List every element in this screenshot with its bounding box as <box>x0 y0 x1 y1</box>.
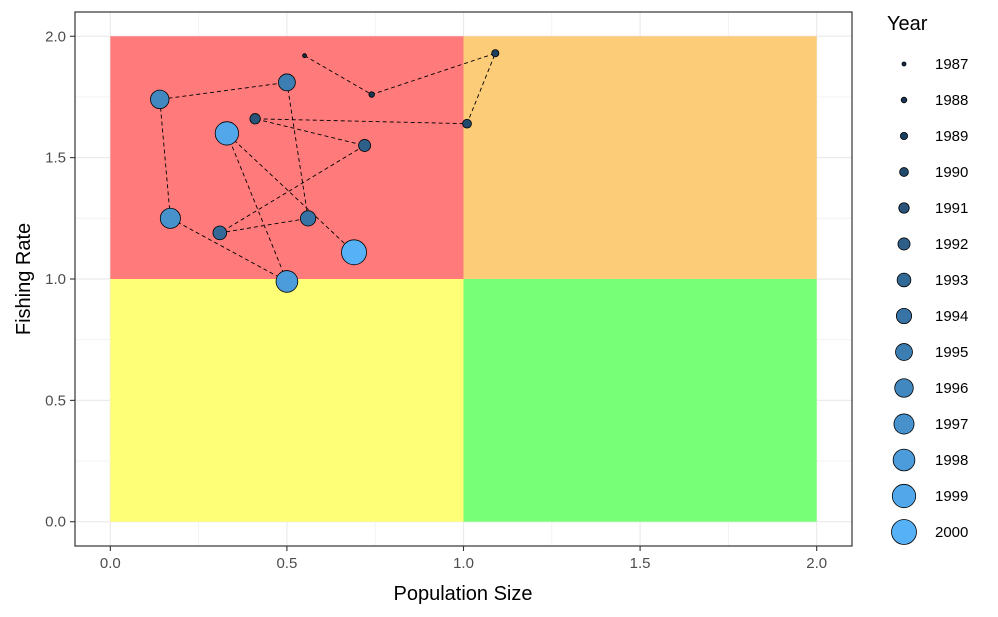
point-1997 <box>159 207 181 229</box>
legend-label-1988: 1988 <box>935 92 968 109</box>
data-points <box>150 49 500 293</box>
legend: 1987 1988 1989 1990 1991 1992 1993 1994 1995 1996… <box>891 56 968 545</box>
legend-key-2000 <box>891 519 917 545</box>
legend-key-1992 <box>897 237 911 251</box>
point-1988 <box>368 91 375 98</box>
legend-key-1993 <box>896 272 912 288</box>
legend-key-1988 <box>900 96 908 104</box>
y-axis-ticks: 0.0 0.5 1.0 1.5 2.0 <box>45 28 75 531</box>
legend-key-1995 <box>895 343 913 361</box>
yellow-zone <box>110 279 464 522</box>
legend-title: Year <box>887 13 928 35</box>
legend-label-1996: 1996 <box>935 380 968 397</box>
orange-zone <box>463 36 817 279</box>
point-1996 <box>150 89 170 110</box>
point-1999 <box>214 121 239 146</box>
y-tick-label-0: 0.0 <box>45 514 66 531</box>
legend-key-1998 <box>892 448 916 472</box>
x-tick-label-1: 0.5 <box>276 555 297 572</box>
x-axis-ticks: 0.0 0.5 1.0 1.5 2.0 <box>100 546 827 572</box>
trajectory-line <box>159 52 497 283</box>
legend-label-1997: 1997 <box>935 416 968 433</box>
point-1993 <box>212 225 228 241</box>
y-tick-label-3: 1.5 <box>45 150 66 167</box>
point-1991 <box>249 113 261 125</box>
legend-key-1987 <box>901 61 907 67</box>
legend-key-1991 <box>898 202 910 214</box>
red-zone <box>110 36 464 279</box>
legend-label-1987: 1987 <box>935 56 968 73</box>
y-tick-label-2: 1.0 <box>45 271 66 288</box>
legend-label-1994: 1994 <box>935 308 968 325</box>
point-1989 <box>491 49 500 58</box>
trajectory-path <box>159 52 497 283</box>
legend-label-1995: 1995 <box>935 344 968 361</box>
y-axis-title: Fishing Rate <box>13 223 35 335</box>
x-tick-label-3: 1.5 <box>630 555 651 572</box>
x-tick-label-0: 0.0 <box>100 555 121 572</box>
point-1987 <box>302 53 307 59</box>
point-1998 <box>275 270 299 293</box>
point-1990 <box>462 118 472 129</box>
y-tick-label-4: 2.0 <box>45 28 66 45</box>
point-1992 <box>358 139 372 152</box>
legend-key-1996 <box>894 378 914 398</box>
legend-key-1999 <box>891 483 917 509</box>
legend-label-1991: 1991 <box>935 200 968 217</box>
legend-label-1990: 1990 <box>935 164 968 181</box>
legend-key-1990 <box>899 167 909 177</box>
legend-key-1989 <box>899 131 909 141</box>
legend-label-1999: 1999 <box>935 488 968 505</box>
legend-label-1993: 1993 <box>935 272 968 289</box>
x-tick-label-4: 2.0 <box>806 555 827 572</box>
legend-label-1989: 1989 <box>935 128 968 145</box>
x-axis-title: Population Size <box>394 583 533 605</box>
legend-label-1992: 1992 <box>935 236 968 253</box>
point-1995 <box>278 73 296 92</box>
point-1994 <box>300 210 317 227</box>
legend-key-1997 <box>893 413 915 435</box>
point-2000 <box>341 239 367 266</box>
zone-regions <box>110 36 817 522</box>
legend-label-2000: 2000 <box>935 524 968 541</box>
y-tick-label-1: 0.5 <box>45 392 66 409</box>
legend-key-1994 <box>895 307 913 325</box>
green-zone <box>463 279 817 522</box>
legend-label-1998: 1998 <box>935 452 968 469</box>
x-tick-label-2: 1.0 <box>453 555 474 572</box>
